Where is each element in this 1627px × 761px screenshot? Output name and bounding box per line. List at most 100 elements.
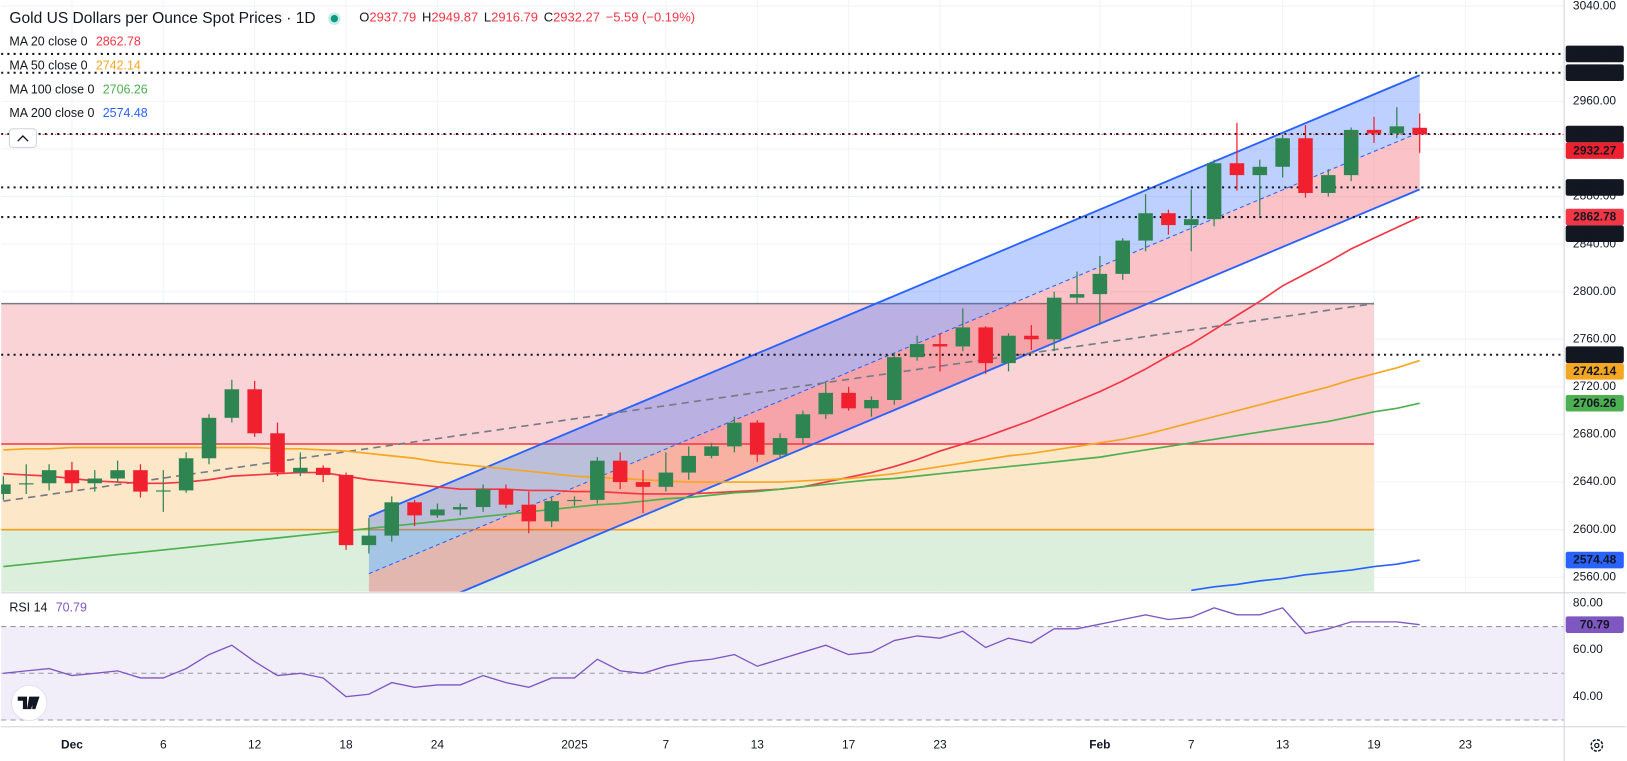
x-tick-label: 23 bbox=[933, 738, 947, 752]
channel-upper-fill bbox=[368, 75, 1420, 574]
settings-icon[interactable] bbox=[1590, 738, 1604, 752]
price-label-box bbox=[1565, 551, 1624, 569]
x-tick-label: 13 bbox=[1276, 738, 1290, 752]
candle-body bbox=[909, 344, 925, 358]
rsi-pane bbox=[1, 607, 1564, 721]
candle-body bbox=[1229, 163, 1245, 176]
price-label: 2574.48 bbox=[1573, 553, 1616, 567]
y-tick-label: 2640.00 bbox=[1573, 474, 1616, 488]
price-label-box bbox=[1565, 346, 1624, 364]
y-tick-label: 2600.00 bbox=[1573, 522, 1616, 536]
candle-body bbox=[567, 499, 582, 502]
ma-legend-name: MA 50 close 0 bbox=[9, 59, 87, 73]
zone bbox=[1, 303, 1374, 445]
candle-body bbox=[1321, 175, 1336, 193]
ma-legend: MA 100 close 0 2706.26 bbox=[9, 83, 147, 97]
price-label: 2984.07 bbox=[1573, 65, 1616, 79]
x-tick-label: 2025 bbox=[561, 738, 588, 752]
price-label-box bbox=[1565, 142, 1624, 159]
y-tick-label: 2800.00 bbox=[1573, 284, 1616, 298]
candle-body bbox=[612, 460, 628, 483]
x-tick-label: 7 bbox=[663, 738, 670, 752]
ma-line bbox=[3, 216, 1421, 495]
x-tick-label: 19 bbox=[1367, 738, 1381, 752]
collapse-button[interactable] bbox=[8, 128, 37, 148]
ohlc: O2937.79 H2949.87 L2916.79 C2932.27 −5.5… bbox=[359, 10, 695, 25]
candle-body bbox=[1024, 335, 1039, 340]
candle-body bbox=[224, 389, 240, 418]
y-tick-label: 2760.00 bbox=[1573, 331, 1616, 345]
candle-body bbox=[544, 501, 559, 522]
candle-body bbox=[521, 504, 537, 522]
price-label-box bbox=[1565, 45, 1624, 63]
candle-body bbox=[178, 458, 194, 491]
collapse-icon bbox=[17, 135, 29, 142]
x-tick-label: 13 bbox=[751, 738, 765, 752]
candle-body bbox=[18, 483, 34, 485]
x-tick-label: 24 bbox=[431, 738, 445, 752]
candle-body bbox=[1, 484, 11, 494]
price-label: 2862.78 bbox=[1573, 210, 1616, 224]
candle-body bbox=[41, 470, 57, 484]
ma-legend-value: 2706.26 bbox=[103, 83, 148, 97]
y-tick-label: 2560.00 bbox=[1573, 569, 1616, 583]
candle-body bbox=[407, 502, 422, 516]
candle-body bbox=[247, 389, 262, 434]
candle-body bbox=[452, 507, 468, 510]
price-label: 2932.27 bbox=[1573, 143, 1616, 157]
price-label-box bbox=[1565, 208, 1624, 226]
candle-body bbox=[1069, 294, 1085, 298]
ma-line bbox=[1191, 559, 1420, 592]
candle-body bbox=[590, 460, 605, 500]
candle-body bbox=[1001, 335, 1016, 364]
channel-upper bbox=[368, 74, 1421, 518]
ma-legend-value: 2862.78 bbox=[96, 35, 141, 49]
tv-logo[interactable] bbox=[10, 684, 48, 722]
trendline bbox=[3, 302, 1375, 502]
candle-body bbox=[133, 470, 148, 492]
candle-body bbox=[384, 502, 399, 536]
chart-title: Gold US Dollars per Ounce Spot Prices · … bbox=[9, 10, 315, 27]
candle-body bbox=[1389, 126, 1405, 134]
candle-body bbox=[658, 472, 674, 487]
y-tick-label: 3040.00 bbox=[1573, 0, 1616, 12]
candle-body bbox=[1366, 129, 1382, 134]
x-tick-label: 6 bbox=[160, 738, 167, 752]
axes: 3040.002960.002920.002880.002840.002800.… bbox=[61, 0, 1624, 752]
candle-body bbox=[475, 489, 491, 508]
candle-body bbox=[1183, 219, 1199, 226]
channel-middle bbox=[368, 131, 1420, 575]
price-label: 2706.26 bbox=[1573, 396, 1616, 410]
ma-line bbox=[3, 359, 1420, 483]
y-tick-label: 2960.00 bbox=[1573, 94, 1616, 108]
candle-body bbox=[430, 509, 445, 516]
candle-body bbox=[338, 474, 354, 546]
y-tick-label: 2720.00 bbox=[1573, 379, 1616, 393]
price-label: 2862.77 bbox=[1573, 226, 1616, 240]
price-label: 2887.69 bbox=[1573, 180, 1616, 194]
candle-body bbox=[795, 414, 811, 439]
ma-legend-name: MA 200 close 0 bbox=[9, 106, 94, 120]
x-tick-label: 12 bbox=[248, 738, 262, 752]
ma-line bbox=[3, 402, 1420, 568]
x-tick-label: 7 bbox=[1188, 738, 1195, 752]
candle-body bbox=[315, 467, 331, 475]
price-label-box bbox=[1565, 225, 1624, 242]
candle-body bbox=[955, 327, 971, 347]
candle-body bbox=[1161, 213, 1176, 226]
candle-body bbox=[270, 433, 285, 473]
x-tick-label: Feb bbox=[1089, 738, 1110, 752]
candle-body bbox=[110, 470, 125, 479]
candle-body bbox=[864, 399, 879, 409]
candle-body bbox=[727, 422, 742, 447]
candle-body bbox=[1138, 213, 1153, 241]
candle-body bbox=[1115, 240, 1130, 274]
price-label-box bbox=[1565, 179, 1624, 196]
candle-body bbox=[1412, 127, 1427, 135]
candle-body bbox=[87, 478, 103, 484]
price-label: 2742.14 bbox=[1573, 364, 1616, 378]
x-tick-label: 17 bbox=[842, 738, 856, 752]
x-tick-label: Dec bbox=[61, 738, 83, 752]
ma-legend: MA 200 close 0 2574.48 bbox=[9, 106, 147, 120]
